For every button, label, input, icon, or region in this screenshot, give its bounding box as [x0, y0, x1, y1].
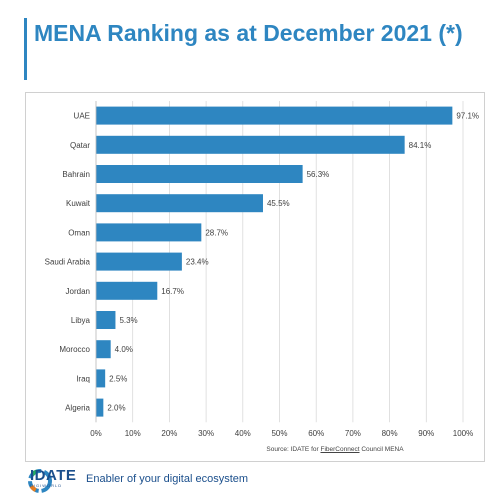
category-label: Qatar — [70, 141, 90, 150]
category-label: UAE — [74, 112, 90, 121]
data-label: 97.1% — [456, 112, 479, 121]
x-tick-label: 90% — [418, 429, 434, 438]
brand-name: IDATE — [30, 467, 77, 484]
bar — [96, 369, 106, 388]
category-label: Oman — [68, 228, 90, 237]
bar-chart: 0% 10% 20% 30% 40% 50% 60% 70% 80% 90% 100% UAE 97.1… — [45, 101, 479, 438]
idate-logo-icon — [28, 469, 52, 493]
data-label: 45.5% — [267, 199, 290, 208]
footer: IDATE DIGIWORLD Enabler of your digital … — [0, 462, 500, 500]
category-label: Iraq — [76, 374, 90, 383]
category-label: Morocco — [59, 345, 90, 354]
x-tick-label: 80% — [382, 429, 398, 438]
brand-subtitle: DIGIWORLD — [30, 483, 63, 488]
source-link: FiberConnect — [320, 446, 360, 453]
category-label: Jordan — [66, 287, 90, 296]
data-label: 2.0% — [107, 404, 125, 413]
bar — [96, 311, 116, 329]
slide-title: MENA Ranking as at December 2021 (*) — [34, 20, 463, 46]
source-note: Source: IDATE for FiberConnect Council M… — [200, 446, 470, 453]
title-accent-bar — [24, 18, 27, 80]
x-tick-label: 70% — [345, 429, 361, 438]
bar — [96, 135, 405, 154]
data-label: 28.7% — [205, 228, 228, 237]
data-label: 84.1% — [409, 141, 432, 150]
x-tick-label: 30% — [198, 429, 214, 438]
category-label: Bahrain — [62, 170, 90, 179]
tagline: Enabler of your digital ecosystem — [86, 473, 249, 485]
category-label: Kuwait — [66, 199, 91, 208]
category-label: Libya — [71, 316, 91, 325]
source-prefix: Source: IDATE for — [266, 446, 321, 453]
data-label: 23.4% — [186, 258, 209, 267]
data-label: 56.3% — [307, 170, 330, 179]
x-tick-label: 10% — [125, 429, 141, 438]
x-tick-label: 60% — [308, 429, 324, 438]
data-label: 5.3% — [119, 316, 137, 325]
x-tick-label: 40% — [235, 429, 251, 438]
data-label: 2.5% — [109, 374, 127, 383]
x-tick-label: 20% — [161, 429, 177, 438]
bar — [96, 223, 202, 242]
bar — [96, 340, 111, 359]
x-tick-label: 100% — [453, 429, 473, 438]
x-tick-label: 0% — [90, 429, 102, 438]
category-label: Algeria — [65, 404, 90, 413]
bar — [96, 398, 104, 417]
bar — [96, 194, 263, 213]
category-label: Saudi Arabia — [45, 258, 91, 267]
x-tick-label: 50% — [271, 429, 287, 438]
bar — [96, 252, 182, 271]
data-label: 4.0% — [115, 345, 133, 354]
bar — [96, 165, 303, 183]
data-label: 16.7% — [161, 287, 184, 296]
bar — [96, 106, 453, 125]
chart-container: 0% 10% 20% 30% 40% 50% 60% 70% 80% 90% 100% UAE 97.1… — [25, 92, 485, 462]
bar — [96, 281, 158, 300]
source-suffix: Council MENA — [359, 446, 404, 453]
